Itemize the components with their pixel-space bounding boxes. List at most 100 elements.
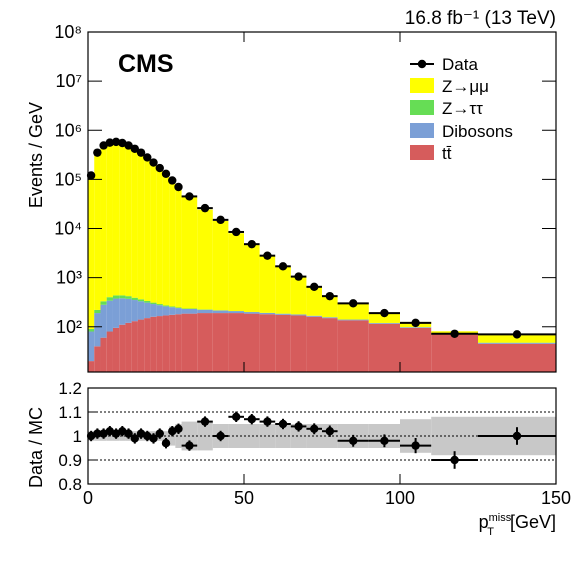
x-tick-label: 0	[83, 488, 93, 508]
stack-segment	[119, 295, 125, 298]
x-tick-label: 100	[385, 488, 415, 508]
y-tick-label: 10³	[56, 268, 82, 288]
stack-segment	[107, 143, 113, 297]
stack-segment	[182, 314, 198, 372]
uncertainty-band	[431, 417, 478, 455]
stack-segment	[88, 329, 94, 332]
data-point	[248, 240, 256, 248]
y-tick-label: 10⁸	[54, 22, 82, 42]
stack-segment	[150, 163, 156, 303]
stack-segment	[144, 303, 150, 318]
ratio-point	[349, 437, 357, 445]
ratio-point	[411, 441, 419, 449]
stack-segment	[169, 181, 175, 307]
stack-segment	[182, 309, 198, 314]
data-point	[349, 299, 357, 307]
stack-segment	[144, 301, 150, 303]
stack-segment	[260, 256, 276, 313]
stack-segment	[478, 343, 556, 344]
stack-segment	[291, 314, 307, 315]
stack-segment	[88, 332, 94, 362]
ratio-point	[310, 425, 318, 433]
stack-segment	[144, 318, 150, 372]
stack-segment	[338, 320, 369, 372]
stack-segment	[306, 316, 322, 317]
stack-segment	[150, 304, 156, 317]
stack-segment	[157, 304, 163, 305]
legend-label: Dibosons	[442, 122, 513, 141]
stack-segment	[94, 310, 100, 313]
stack-segment	[306, 317, 322, 372]
data-point	[380, 309, 388, 317]
stack-segment	[175, 314, 181, 372]
stack-segment	[197, 313, 213, 372]
stack-segment	[228, 233, 244, 311]
stack-segment	[431, 334, 478, 372]
ratio-y-tick-label: 0.8	[58, 475, 82, 494]
data-point	[294, 272, 302, 280]
legend-swatch	[410, 145, 434, 160]
stack-segment	[275, 314, 291, 315]
stack-segment	[138, 299, 144, 301]
stack-segment	[125, 323, 131, 372]
ratio-axis-label: Data / MC	[26, 407, 46, 488]
y-tick-label: 10²	[56, 317, 82, 337]
stack-segment	[169, 306, 175, 307]
y-tick-label: 10⁵	[55, 169, 82, 189]
stack-segment	[132, 149, 138, 298]
ratio-point	[248, 415, 256, 423]
stack-segment	[228, 313, 244, 372]
data-point	[156, 164, 164, 172]
stack-segment	[157, 316, 163, 372]
stack-segment	[113, 142, 119, 295]
x-tick-label: 150	[541, 488, 571, 508]
stack-segment	[163, 315, 169, 372]
stack-segment	[275, 315, 291, 372]
stack-segment	[94, 313, 100, 346]
ratio-point	[450, 456, 458, 464]
stack-segment	[478, 344, 556, 372]
data-point	[168, 176, 176, 184]
stack-segment	[291, 276, 307, 314]
stack-segment	[213, 221, 229, 310]
stack-segment	[244, 245, 260, 312]
stack-segment	[169, 315, 175, 372]
stack-segment	[157, 168, 163, 304]
stack-segment	[138, 320, 144, 372]
data-point	[513, 330, 521, 338]
data-point	[450, 330, 458, 338]
x-label-unit: [GeV]	[510, 512, 556, 532]
stack-segment	[125, 299, 131, 323]
data-point	[185, 192, 193, 200]
stack-segment	[400, 328, 431, 372]
data-point	[174, 183, 182, 191]
ratio-point	[279, 420, 287, 428]
data-point	[263, 251, 271, 259]
stack-segment	[88, 361, 94, 372]
stack-segment	[369, 323, 400, 324]
legend-label: Z→μμ	[442, 77, 489, 96]
stack-segment	[119, 325, 125, 372]
stack-segment	[322, 318, 338, 372]
ratio-point	[326, 427, 334, 435]
stack-segment	[400, 327, 431, 328]
stack-segment	[113, 328, 119, 372]
stack-segment	[260, 313, 276, 314]
stack-segment	[100, 301, 106, 305]
ratio-point	[380, 437, 388, 445]
stack-segment	[275, 267, 291, 314]
stack-segment	[107, 332, 113, 372]
ratio-y-tick-label: 0.9	[58, 451, 82, 470]
ratio-point	[513, 432, 521, 440]
ratio-point	[216, 432, 224, 440]
y-tick-label: 10⁴	[54, 219, 82, 239]
stack-segment	[138, 153, 144, 299]
stack-segment	[100, 338, 106, 372]
legend-data-marker	[418, 60, 426, 68]
chart-title: 16.8 fb⁻¹ (13 TeV)	[405, 8, 556, 29]
stack-segment	[125, 146, 131, 296]
ratio-point	[263, 417, 271, 425]
stack-segment	[107, 301, 113, 332]
stack-segment	[100, 305, 106, 338]
